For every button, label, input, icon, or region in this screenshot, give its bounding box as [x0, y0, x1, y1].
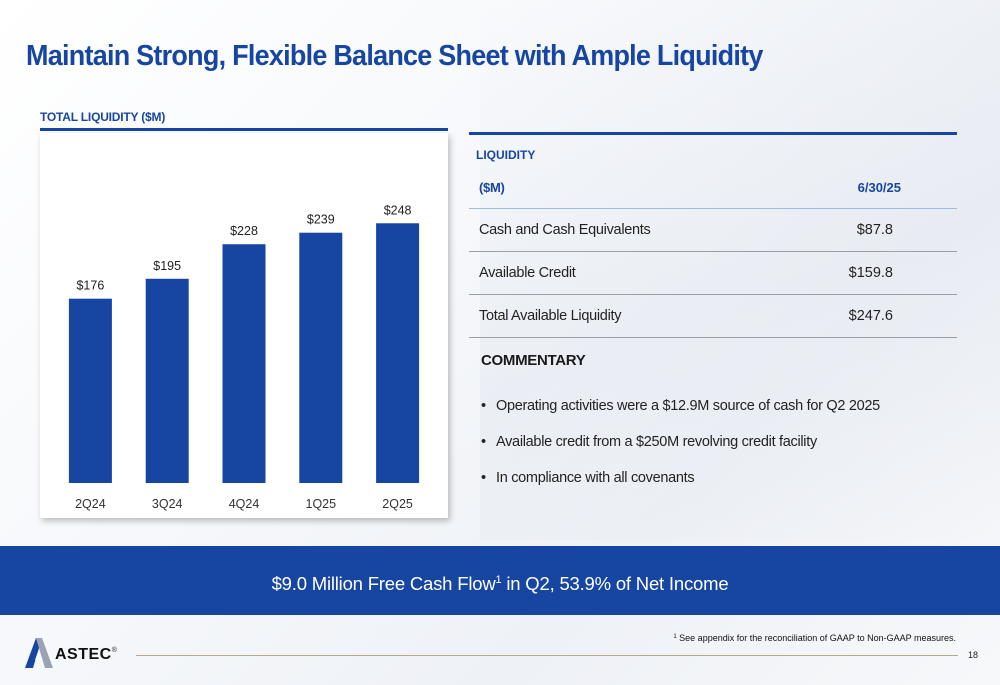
bar-value-label: $228 [230, 224, 258, 238]
commentary-text: In compliance with all covenants [496, 470, 695, 486]
bar-3q24 [145, 278, 189, 483]
table-header-unit: ($M) [479, 180, 505, 195]
x-tick-label: 1Q25 [306, 497, 337, 511]
x-tick-label: 2Q24 [75, 497, 106, 511]
bullet-icon: • [481, 434, 486, 450]
row-label-available-credit: Available Credit [479, 265, 576, 281]
footnote-marker: 1 [673, 634, 677, 640]
row-value-total-liquidity: $247.6 [848, 308, 893, 324]
bar-value-label: $176 [76, 279, 104, 293]
table-header-row: ($M) 6/30/25 [469, 166, 957, 209]
table-header-date: 6/30/25 [857, 180, 901, 195]
commentary-text: Available credit from a $250M revolving … [496, 434, 817, 450]
bar-2q25 [376, 223, 420, 483]
page-title: Maintain Strong, Flexible Balance Sheet … [26, 40, 763, 72]
x-tick-label: 4Q24 [229, 497, 260, 511]
registered-mark: ® [111, 647, 118, 654]
liquidity-table-heading: LIQUIDITY [476, 148, 536, 162]
banner-text-start: $9.0 Million Free Cash Flow [271, 573, 496, 594]
row-label-total-liquidity: Total Available Liquidity [479, 308, 622, 324]
x-tick-label: 3Q24 [152, 497, 183, 511]
table-heading-rule [469, 132, 957, 135]
bar-2q24 [68, 298, 112, 483]
commentary-list: • Operating activities were a $12.9M sour… [481, 398, 880, 506]
bar-value-label: $248 [384, 203, 412, 217]
footer-rule [136, 655, 958, 656]
list-item: • Available credit from a $250M revolving… [481, 434, 880, 470]
commentary-heading: COMMENTARY [481, 352, 586, 369]
logo-text: ASTEC [55, 646, 112, 663]
bullet-icon: • [481, 470, 486, 486]
table-row: Available Credit $159.8 [469, 252, 957, 295]
footnote: 1 See appendix for the reconciliation of… [673, 633, 956, 643]
row-value-cash: $87.8 [856, 222, 893, 238]
commentary-text: Operating activities were a $12.9M sourc… [496, 398, 880, 414]
chart-heading-rule [40, 128, 448, 131]
row-label-cash: Cash and Cash Equivalents [479, 222, 651, 238]
banner-text-end: in Q2, 53.9% of Net Income [501, 573, 729, 594]
chart-heading: TOTAL LIQUIDITY ($M) [40, 110, 166, 124]
row-value-available-credit: $159.8 [848, 265, 893, 281]
list-item: • Operating activities were a $12.9M sour… [481, 398, 880, 434]
x-tick-label: 2Q25 [382, 497, 413, 511]
page-number: 18 [967, 650, 978, 660]
free-cash-flow-banner: $9.0 Million Free Cash Flow1 in Q2, 53.9… [0, 546, 1000, 615]
table-row: Cash and Cash Equivalents $87.8 [469, 209, 957, 252]
astec-logo-icon [25, 638, 53, 668]
bar-1q25 [299, 232, 343, 483]
banner-footnote-marker: 1 [495, 574, 502, 586]
footnote-text: See appendix for the reconciliation of G… [676, 633, 956, 643]
bullet-icon: • [481, 398, 486, 414]
list-item: • In compliance with all covenants [481, 470, 880, 506]
astec-logo-wordmark: ASTEC® [55, 646, 117, 664]
bar-value-label: $239 [307, 213, 335, 227]
bar-value-label: $195 [153, 259, 181, 273]
liquidity-table: ($M) 6/30/25 Cash and Cash Equivalents $… [469, 166, 957, 338]
table-row: Total Available Liquidity $247.6 [469, 295, 957, 338]
bar-4q24 [222, 244, 266, 483]
liquidity-bar-chart: $176 2Q24 $195 3Q24 $228 4Q24 $239 1Q25 $248 2Q25 [40, 133, 448, 518]
chart-svg: $176 2Q24 $195 3Q24 $228 4Q24 $239 1Q25 $248 2Q25 [68, 203, 420, 511]
